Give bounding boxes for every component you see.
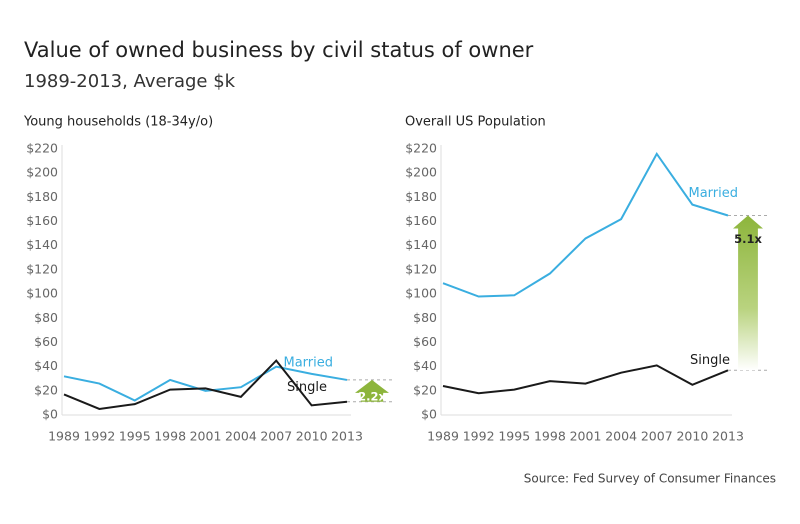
series-label: Single xyxy=(690,353,730,368)
y-tick-label: $0 xyxy=(421,407,437,422)
y-tick-label: $80 xyxy=(413,310,437,325)
y-tick-label: $140 xyxy=(405,237,437,252)
x-tick-label: 2001 xyxy=(190,429,222,444)
x-tick-label: 2010 xyxy=(296,429,328,444)
y-tick-label: $200 xyxy=(26,165,58,180)
x-tick-label: 2007 xyxy=(641,429,673,444)
x-tick-label: 2004 xyxy=(225,429,257,444)
y-tick-label: $200 xyxy=(405,165,437,180)
y-tick-label: $140 xyxy=(26,237,58,252)
y-tick-label: $20 xyxy=(413,382,437,397)
series-line xyxy=(63,365,348,402)
chart-title: Overall US Population xyxy=(405,115,546,130)
y-tick-label: $180 xyxy=(405,189,437,204)
series-line xyxy=(63,359,348,410)
y-tick-label: $180 xyxy=(26,189,58,204)
ratio-label: 5.1x xyxy=(734,232,762,246)
y-tick-label: $220 xyxy=(26,141,58,156)
y-tick-label: $40 xyxy=(34,358,58,373)
title: Value of owned business by civil status … xyxy=(24,38,534,62)
source: Source: Fed Survey of Consumer Finances xyxy=(524,472,776,486)
y-tick-label: $220 xyxy=(405,141,437,156)
series-label: Married xyxy=(283,355,333,370)
x-tick-label: 1995 xyxy=(119,429,151,444)
x-tick-label: 2007 xyxy=(260,429,292,444)
y-tick-label: $60 xyxy=(34,334,58,349)
x-tick-label: 1998 xyxy=(534,429,566,444)
subtitle: 1989-2013, Average $k xyxy=(24,71,236,92)
ratio-arrow xyxy=(733,215,763,371)
x-tick-label: 1992 xyxy=(83,429,115,444)
x-tick-label: 2013 xyxy=(331,429,363,444)
x-tick-label: 2004 xyxy=(605,429,637,444)
y-tick-label: $40 xyxy=(413,358,437,373)
x-tick-label: 1989 xyxy=(48,429,80,444)
series-line xyxy=(442,151,729,298)
x-tick-label: 2013 xyxy=(712,429,744,444)
y-tick-label: $120 xyxy=(26,261,58,276)
y-tick-label: $80 xyxy=(34,310,58,325)
x-tick-label: 1992 xyxy=(463,429,495,444)
x-tick-label: 2001 xyxy=(570,429,602,444)
series-label: Married xyxy=(688,186,738,201)
y-tick-label: $120 xyxy=(405,261,437,276)
chart-title: Young households (18-34y/o) xyxy=(23,115,213,130)
ratio-label: 2.2x xyxy=(358,389,386,403)
y-tick-label: $100 xyxy=(405,286,437,301)
x-tick-label: 2010 xyxy=(676,429,708,444)
series-label: Single xyxy=(287,380,327,395)
series-line xyxy=(442,364,729,395)
x-tick-label: 1995 xyxy=(498,429,530,444)
y-tick-label: $160 xyxy=(26,213,58,228)
ratio-arrow xyxy=(355,379,389,402)
y-tick-label: $60 xyxy=(413,334,437,349)
x-tick-label: 1998 xyxy=(154,429,186,444)
y-tick-label: $100 xyxy=(26,286,58,301)
y-tick-label: $0 xyxy=(42,407,58,422)
y-tick-label: $160 xyxy=(405,213,437,228)
y-tick-label: $20 xyxy=(34,382,58,397)
x-tick-label: 1989 xyxy=(427,429,459,444)
